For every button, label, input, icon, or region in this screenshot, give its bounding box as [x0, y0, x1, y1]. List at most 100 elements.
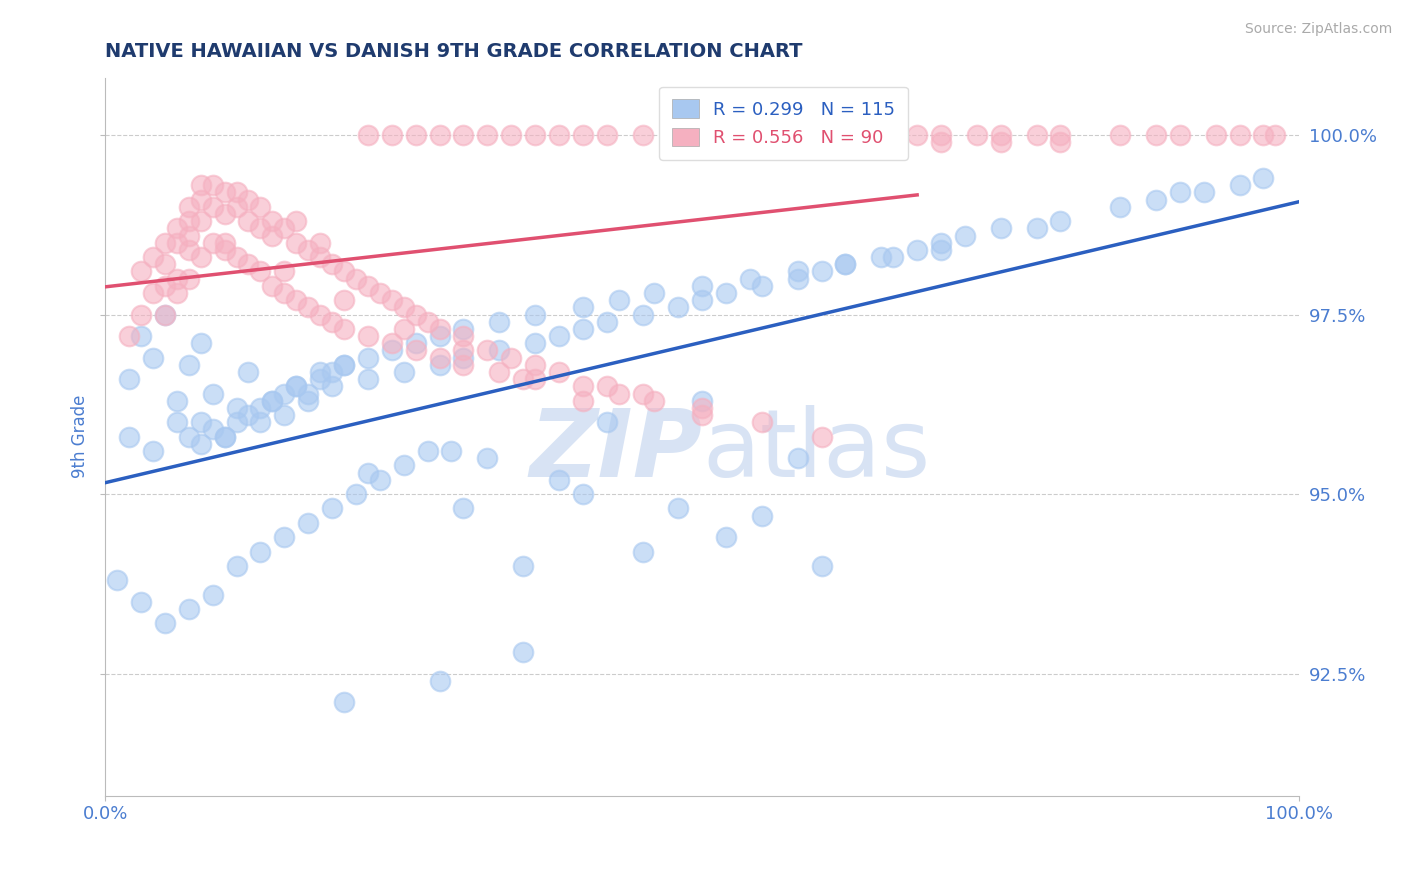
Point	[882, 250, 904, 264]
Point	[344, 271, 367, 285]
Point	[572, 322, 595, 336]
Point	[190, 437, 212, 451]
Point	[416, 315, 439, 329]
Point	[429, 128, 451, 142]
Point	[1025, 221, 1047, 235]
Point	[249, 264, 271, 278]
Point	[524, 372, 547, 386]
Point	[596, 379, 619, 393]
Point	[214, 430, 236, 444]
Point	[321, 365, 343, 379]
Point	[1144, 128, 1167, 142]
Point	[166, 393, 188, 408]
Point	[177, 228, 200, 243]
Point	[333, 322, 356, 336]
Point	[357, 128, 380, 142]
Point	[297, 243, 319, 257]
Point	[572, 128, 595, 142]
Point	[238, 365, 260, 379]
Point	[786, 264, 808, 278]
Point	[201, 422, 224, 436]
Point	[524, 128, 547, 142]
Point	[153, 257, 176, 271]
Point	[596, 128, 619, 142]
Point	[453, 329, 475, 343]
Point	[524, 308, 547, 322]
Point	[643, 286, 665, 301]
Point	[631, 128, 654, 142]
Point	[666, 301, 689, 315]
Point	[810, 558, 832, 573]
Point	[392, 322, 415, 336]
Point	[166, 221, 188, 235]
Point	[153, 278, 176, 293]
Text: ZIP: ZIP	[529, 405, 702, 497]
Point	[548, 365, 571, 379]
Point	[488, 343, 510, 358]
Point	[381, 336, 404, 351]
Point	[1192, 186, 1215, 200]
Point	[607, 386, 630, 401]
Point	[166, 286, 188, 301]
Point	[249, 544, 271, 558]
Point	[392, 301, 415, 315]
Text: atlas: atlas	[702, 405, 931, 497]
Point	[501, 128, 523, 142]
Point	[429, 329, 451, 343]
Point	[357, 278, 380, 293]
Point	[929, 235, 952, 250]
Point	[273, 264, 295, 278]
Point	[572, 301, 595, 315]
Point	[1168, 128, 1191, 142]
Point	[357, 351, 380, 365]
Point	[357, 329, 380, 343]
Point	[990, 221, 1012, 235]
Point	[166, 235, 188, 250]
Point	[153, 308, 176, 322]
Point	[129, 595, 152, 609]
Point	[177, 430, 200, 444]
Point	[631, 544, 654, 558]
Point	[392, 458, 415, 473]
Point	[273, 286, 295, 301]
Point	[690, 278, 713, 293]
Point	[190, 250, 212, 264]
Point	[238, 193, 260, 207]
Point	[262, 393, 284, 408]
Point	[905, 243, 928, 257]
Point	[690, 135, 713, 149]
Point	[607, 293, 630, 308]
Point	[333, 264, 356, 278]
Point	[405, 308, 427, 322]
Point	[309, 235, 332, 250]
Point	[1049, 135, 1071, 149]
Point	[249, 200, 271, 214]
Point	[177, 271, 200, 285]
Point	[488, 365, 510, 379]
Point	[297, 301, 319, 315]
Point	[810, 135, 832, 149]
Point	[643, 393, 665, 408]
Point	[810, 128, 832, 142]
Point	[190, 336, 212, 351]
Point	[690, 128, 713, 142]
Point	[405, 343, 427, 358]
Point	[572, 487, 595, 501]
Point	[297, 516, 319, 530]
Point	[225, 186, 247, 200]
Point	[738, 271, 761, 285]
Point	[1144, 193, 1167, 207]
Point	[810, 430, 832, 444]
Point	[321, 379, 343, 393]
Point	[512, 558, 534, 573]
Point	[381, 343, 404, 358]
Point	[572, 393, 595, 408]
Point	[201, 235, 224, 250]
Point	[440, 444, 463, 458]
Point	[285, 235, 308, 250]
Point	[285, 293, 308, 308]
Point	[357, 372, 380, 386]
Point	[201, 200, 224, 214]
Point	[262, 278, 284, 293]
Point	[190, 193, 212, 207]
